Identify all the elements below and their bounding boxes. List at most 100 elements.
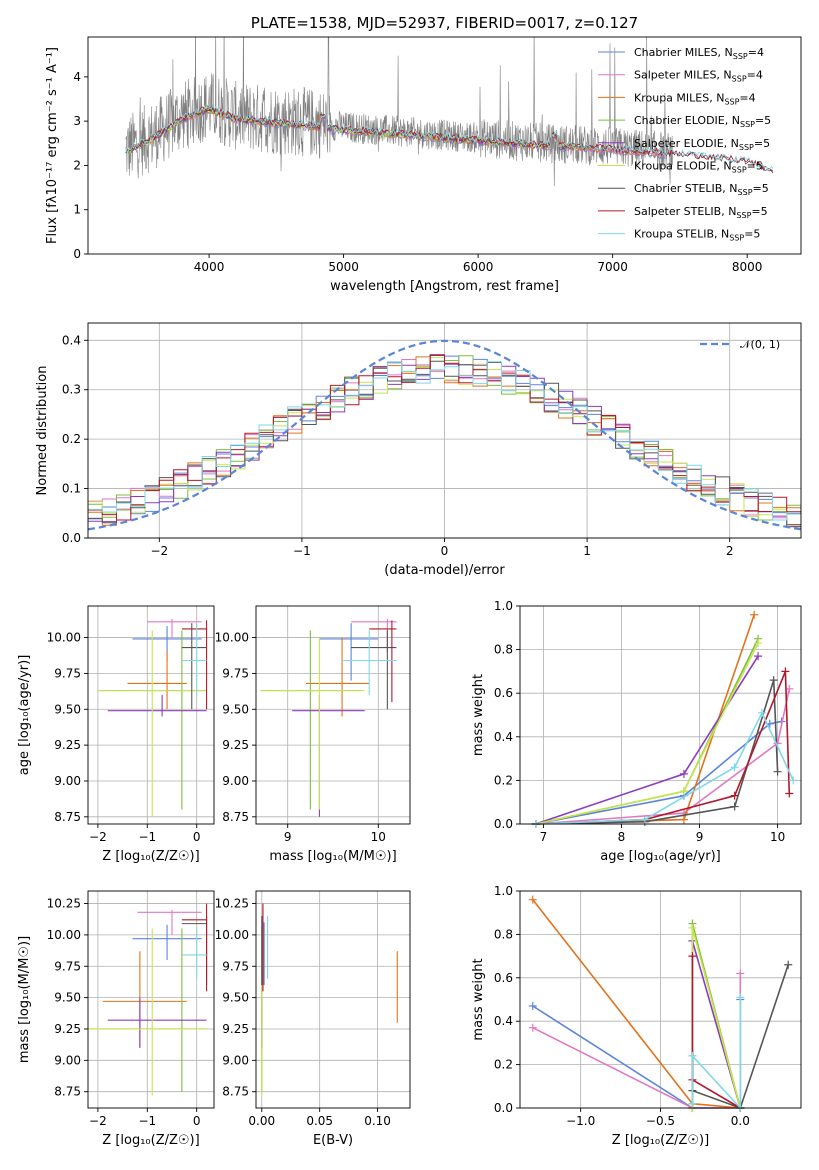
marker-kroupa-stelib: [640, 815, 649, 824]
y-tick-label: 1.0: [494, 884, 513, 898]
spectrum-frame: [87, 36, 802, 255]
y-tick-label: 9.75: [54, 666, 81, 680]
legend-entry-chabrier-elodie: Chabrier ELODIE, NSSP=5: [634, 114, 771, 129]
y-tick-label: 0.6: [494, 971, 513, 985]
mass-vs-EBV-frame: [255, 890, 411, 1109]
legend-suffix: =5: [744, 228, 760, 241]
x-axis-label: E(B-V): [313, 1133, 353, 1148]
marker-kroupa-elodie: [754, 639, 763, 648]
legend-suffix: =4: [739, 91, 755, 104]
x-axis-label: wavelength [Angstrom, rest frame]: [330, 279, 559, 294]
x-tick-label: 9: [696, 830, 704, 844]
marker-kroupa-elodie: [688, 923, 697, 932]
marker-kroupa-stelib: [736, 993, 745, 1002]
y-tick-label: 9.00: [54, 774, 81, 788]
y-tick-label: 9.75: [222, 666, 249, 680]
legend-label: Chabrier ELODIE, N: [634, 114, 740, 127]
y-axis-label: age [log₁₀(age/yr)]: [17, 655, 32, 776]
legend-entry-kroupa-miles: Kroupa MILES, NSSP=4: [634, 91, 756, 106]
mass-vs-EBV-plot: [261, 903, 398, 1096]
weight-vs-Z-frame: [519, 890, 802, 1109]
marker-kroupa-stelib: [688, 1051, 697, 1060]
legend-label: Salpeter MILES, N: [634, 69, 732, 82]
y-tick-label: 4: [73, 70, 81, 84]
y-tick-label: 0.4: [494, 1014, 513, 1028]
y-tick-label: 0.4: [494, 730, 513, 744]
x-axis-label: (data-model)/error: [384, 563, 505, 578]
weight-vs-age-plot: [531, 610, 798, 828]
y-tick-label: 9.00: [222, 774, 249, 788]
marker-kroupa-miles: [679, 815, 688, 824]
marker-chabrier-stelib: [730, 802, 739, 811]
x-tick-label: 0: [193, 830, 201, 844]
legend-label: Chabrier STELIB, N: [634, 182, 738, 195]
y-tick-label: 9.00: [54, 1053, 81, 1067]
weight-vs-age-frame: [519, 605, 802, 825]
age-vs-mass-frame: [255, 605, 411, 825]
legend-entry-kroupa-elodie: Kroupa ELODIE, NSSP=5: [634, 160, 763, 175]
legend-subscript: SSP: [733, 52, 748, 61]
line-chabrier-miles: [532, 999, 742, 1109]
marker-chabrier-stelib: [784, 960, 793, 969]
x-tick-label: 0.10: [364, 1114, 391, 1128]
x-tick-label: 0: [193, 1114, 201, 1128]
y-tick-label: 9.50: [222, 991, 249, 1005]
y-tick-label: 10.00: [47, 631, 81, 645]
x-axis-label: Z [log₁₀(Z/Z☉)]: [102, 1133, 199, 1148]
y-tick-label: 0.6: [494, 686, 513, 700]
y-tick-label: 9.50: [54, 991, 81, 1005]
age-vs-Z-panel: −2 −1 0 8.75 9.00 9.25 9.50 9.75 10.00 Z [log₁₀(Z…: [17, 605, 215, 864]
age-vs-Z-plot: [97, 618, 208, 817]
mass-vs-Z-panel: −2 −1 0 8.75 9.00 9.25 9.50 9.75 10.00 10.25 Z [lo…: [17, 890, 215, 1148]
y-tick-label: 10.00: [215, 928, 249, 942]
y-tick-label: 0.0: [62, 531, 81, 545]
y-tick-label: 10.00: [215, 631, 249, 645]
marker-salpeter-miles: [736, 969, 745, 978]
legend-subscript: SSP: [738, 188, 753, 197]
marker-kroupa-miles: [528, 895, 537, 904]
legend-subscript: SSP: [732, 166, 747, 175]
y-tick-label: 10.00: [47, 928, 81, 942]
y-tick-label: 10.25: [215, 897, 249, 911]
line-kroupa-stelib: [691, 997, 742, 1111]
residuals-panel: −2 −1 0 1 2 0.0 0.1 0.2 0.3 0.4 (data-model)/error…: [35, 322, 802, 578]
marker-salpeter-elodie: [679, 769, 688, 778]
marker-kroupa-elodie: [679, 787, 688, 796]
weight-vs-Z-panel: −1.0 −0.5 0.0 0.0 0.2 0.4 0.6 0.8 1.0 Z [log₁₀(Z/…: [471, 884, 802, 1148]
line-chabrier-elodie: [535, 638, 759, 825]
x-tick-label: −1: [138, 1114, 156, 1128]
line-salpeter-miles: [535, 688, 791, 825]
marker-salpeter-stelib: [781, 667, 790, 676]
y-tick-label: 0.0: [494, 817, 513, 831]
y-tick-label: 0.2: [494, 773, 513, 787]
x-tick-label: 0.0: [731, 1114, 750, 1128]
x-tick-label: −2: [89, 1114, 107, 1128]
marker-salpeter-miles: [528, 1023, 537, 1032]
line-kroupa-miles: [532, 899, 741, 1109]
x-tick-label: 8: [618, 830, 626, 844]
mass-vs-EBV-panel: 0.00 0.05 0.10 8.75 9.00 9.25 9.50 9.75 10.00 10.…: [215, 890, 411, 1148]
legend-entry-normal: 𝒩(0, 1): [740, 338, 780, 351]
x-tick-label: 2: [726, 544, 734, 558]
x-tick-label: 6000: [463, 260, 494, 274]
y-tick-label: 1: [73, 203, 81, 217]
weight-vs-age-panel: 7 8 9 10 0.0 0.2 0.4 0.6 0.8 1.0 age [log₁₀(age/yr…: [471, 599, 802, 864]
x-tick-label: 7: [540, 830, 548, 844]
y-tick-label: 0.1: [62, 482, 81, 496]
y-tick-label: 1.0: [494, 599, 513, 613]
x-tick-label: −0.5: [646, 1114, 675, 1128]
line-kroupa-stelib: [535, 710, 794, 825]
x-tick-label: 9: [284, 830, 292, 844]
marker-chabrier-miles: [528, 1002, 537, 1011]
x-tick-label: 10: [770, 830, 785, 844]
x-tick-label: 0.00: [248, 1114, 275, 1128]
legend-suffix: =5: [755, 114, 771, 127]
y-tick-label: 8.75: [222, 1085, 249, 1099]
y-axis-label: Flux [fλ10⁻¹⁷ erg cm⁻² s⁻¹ A⁻¹]: [45, 47, 60, 244]
x-tick-label: 7000: [597, 260, 628, 274]
legend-subscript: SSP: [739, 143, 754, 152]
legend-suffix: =5: [751, 205, 767, 218]
y-tick-label: 9.75: [222, 959, 249, 973]
marker-chabrier-stelib: [769, 676, 778, 685]
